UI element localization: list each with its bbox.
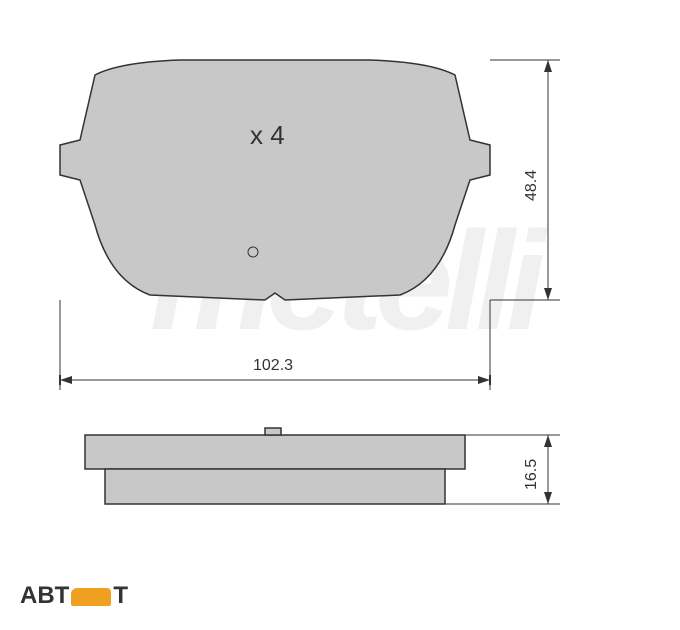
height-dimension-value: 48.4 [523,161,541,201]
thickness-dimension-value: 16.5 [523,450,541,490]
diagram-container: metelli [0,0,680,630]
width-dimension-value: 102.3 [253,357,293,375]
quantity-label: x 4 [250,120,285,151]
